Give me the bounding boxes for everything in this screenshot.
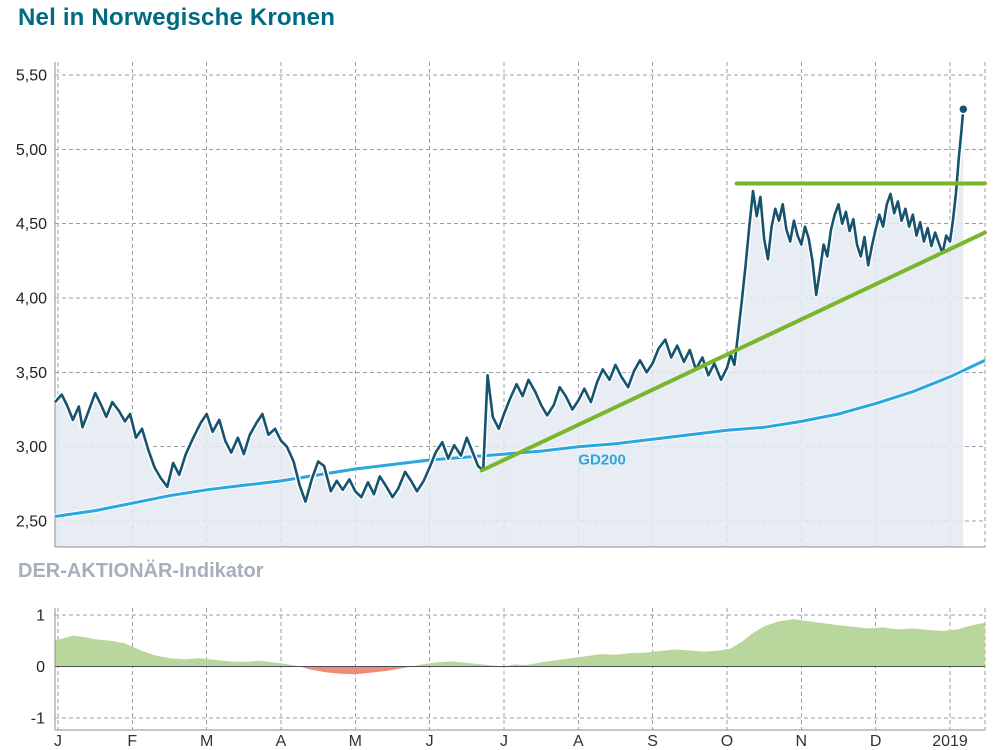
x-tick-label: 2019 bbox=[932, 733, 968, 750]
x-tick-label: F bbox=[127, 733, 137, 750]
x-tick-label: O bbox=[721, 733, 733, 750]
x-tick-label: M bbox=[200, 733, 213, 750]
price-y-tick-label: 3,50 bbox=[16, 365, 47, 382]
price-area bbox=[55, 109, 964, 547]
x-tick-label: D bbox=[870, 733, 882, 750]
gd200-label: GD200 bbox=[578, 452, 626, 469]
price-line bbox=[54, 109, 965, 503]
last-price-dot bbox=[958, 103, 969, 115]
trend-line bbox=[479, 230, 987, 473]
price-y-tick-label: 5,50 bbox=[16, 68, 47, 85]
indicator-grid bbox=[55, 608, 986, 730]
indicator-y-tick-label: -1 bbox=[31, 711, 45, 728]
price-y-tick-label: 2,50 bbox=[16, 514, 47, 531]
page-title: Nel in Norwegische Kronen bbox=[18, 4, 336, 31]
indicator-y-tick-label: 0 bbox=[36, 659, 45, 676]
x-tick-label: A bbox=[276, 733, 287, 750]
x-tick-label: M bbox=[349, 733, 362, 750]
x-tick-label: A bbox=[573, 733, 584, 750]
indicator-y-tick-label: 1 bbox=[36, 608, 45, 625]
indicator-negative-area bbox=[55, 666, 985, 675]
x-tick-label: J bbox=[426, 733, 434, 750]
indicator-chart: 1 0 -1 J F M A M J J A S O N D 2019 bbox=[31, 608, 986, 750]
indicator-positive-area bbox=[55, 619, 985, 667]
indicator-title: DER-AKTIONÄR-Indikator bbox=[18, 560, 264, 582]
x-tick-label: N bbox=[796, 733, 808, 750]
price-chart: 5,50 5,00 4,50 4,00 3,50 3,00 2,50 GD200 bbox=[16, 62, 987, 548]
price-y-tick-label: 5,00 bbox=[16, 142, 47, 159]
price-y-tick-label: 3,00 bbox=[16, 439, 47, 456]
price-y-tick-label: 4,00 bbox=[16, 291, 47, 308]
price-y-tick-label: 4,50 bbox=[16, 216, 47, 233]
x-tick-label: J bbox=[500, 733, 508, 750]
x-tick-label: J bbox=[54, 733, 62, 750]
x-tick-label: S bbox=[647, 733, 658, 750]
